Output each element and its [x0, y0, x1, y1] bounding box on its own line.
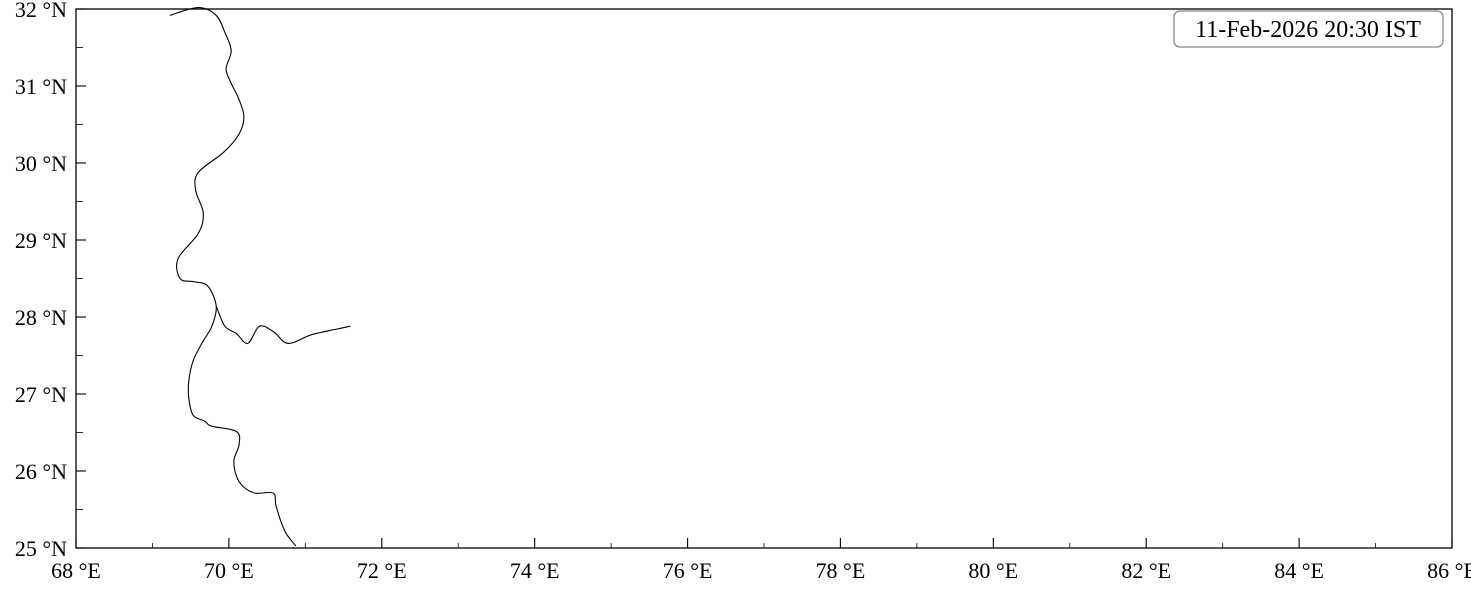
- svg-text:72 °E: 72 °E: [357, 558, 407, 583]
- svg-text:74 °E: 74 °E: [510, 558, 560, 583]
- svg-text:30 °N: 30 °N: [15, 151, 67, 176]
- svg-text:27 °N: 27 °N: [15, 382, 67, 407]
- svg-text:68 °E: 68 °E: [51, 558, 101, 583]
- svg-text:78 °E: 78 °E: [816, 558, 866, 583]
- svg-text:80 °E: 80 °E: [968, 558, 1018, 583]
- svg-text:26 °N: 26 °N: [15, 459, 67, 484]
- svg-text:76 °E: 76 °E: [663, 558, 713, 583]
- svg-text:82 °E: 82 °E: [1121, 558, 1171, 583]
- svg-text:29 °N: 29 °N: [15, 228, 67, 253]
- svg-text:84 °E: 84 °E: [1274, 558, 1324, 583]
- svg-text:11-Feb-2026 20:30 IST: 11-Feb-2026 20:30 IST: [1195, 17, 1421, 43]
- svg-text:86 °E: 86 °E: [1427, 558, 1471, 583]
- svg-text:31 °N: 31 °N: [15, 74, 67, 99]
- svg-text:28 °N: 28 °N: [15, 305, 67, 330]
- svg-text:25 °N: 25 °N: [15, 536, 67, 561]
- svg-text:70 °E: 70 °E: [204, 558, 254, 583]
- svg-text:32 °N: 32 °N: [15, 0, 67, 22]
